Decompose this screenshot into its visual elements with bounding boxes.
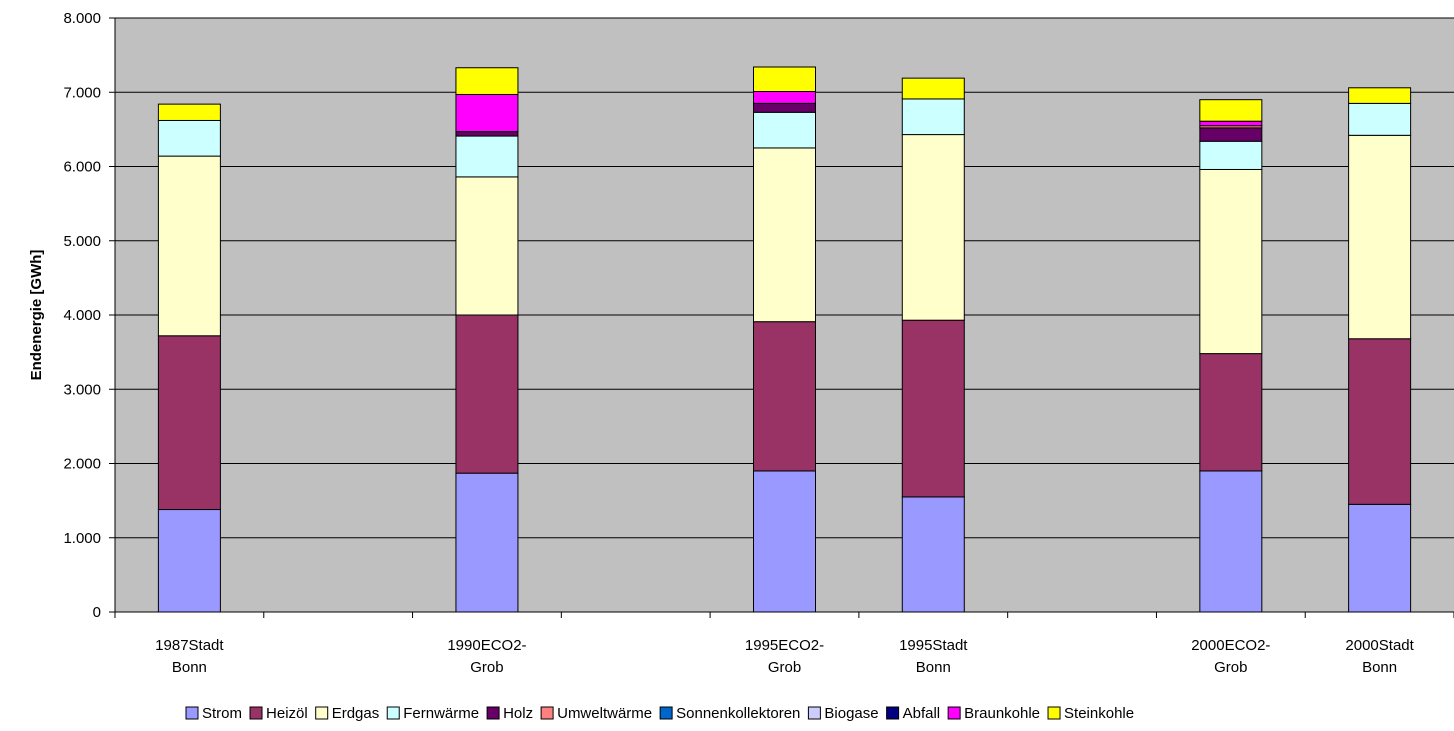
bar-segment	[753, 147, 816, 323]
legend-label: Abfall	[903, 705, 941, 722]
bar-segment	[753, 66, 816, 93]
y-tick-label: 2.000	[63, 456, 101, 473]
bars	[157, 66, 1412, 613]
legend-swatch	[886, 706, 900, 720]
legend-swatch	[947, 706, 961, 720]
category-labels: 1987Stadt Bonn 1990ECO2- Grob 1995ECO2- Grob 1…	[155, 637, 1414, 676]
x-tick-label: 1987Stadt	[155, 637, 224, 654]
legend-swatch	[540, 706, 554, 720]
bar-segment	[901, 496, 965, 613]
bar-segment	[455, 314, 519, 474]
legend-swatch	[659, 706, 673, 720]
bar-segment	[455, 176, 519, 316]
bar-segment	[455, 67, 519, 95]
bar-segment	[1199, 470, 1263, 613]
legend-swatch	[185, 706, 199, 720]
bar-segment	[901, 134, 965, 321]
legend-swatch	[807, 706, 821, 720]
legend-label: Umweltwärme	[557, 705, 652, 722]
legend-swatch	[315, 706, 329, 720]
bar-segment	[1199, 353, 1263, 472]
bar-segment	[157, 119, 221, 157]
y-tick-label: 3.000	[63, 381, 101, 398]
bar-segment	[753, 111, 816, 149]
bar-segment	[1199, 127, 1263, 142]
x-tick-label: 1995Stadt	[899, 637, 968, 654]
bar-segment	[157, 335, 221, 511]
legend-swatch	[249, 706, 263, 720]
x-tick-label: Bonn	[916, 659, 951, 676]
x-tick-label: 2000ECO2-	[1191, 637, 1270, 654]
bar-segment	[753, 470, 816, 613]
y-tick-label: 6.000	[63, 159, 101, 176]
y-tick-label: 1.000	[63, 530, 101, 547]
x-tick-label: Bonn	[1362, 659, 1397, 676]
bar-segment	[753, 91, 816, 104]
legend-swatch	[1047, 706, 1061, 720]
x-tick-label: 1995ECO2-	[745, 637, 824, 654]
legend-label: Erdgas	[332, 705, 380, 722]
bar-segment	[157, 509, 221, 613]
legend-label: Sonnenkollektoren	[676, 705, 800, 722]
bar-segment	[901, 98, 965, 136]
bar-segment	[1348, 102, 1412, 136]
legend-label: Fernwärme	[403, 705, 479, 722]
bar-segment	[1348, 338, 1412, 505]
bar-segment	[455, 131, 519, 137]
bar-segment	[753, 321, 816, 472]
legend-swatch	[486, 706, 500, 720]
axes	[109, 17, 1454, 618]
bar-segment	[1348, 134, 1412, 340]
y-tick-labels: 0 1.000 2.000 3.000 4.000 5.000 6.000 7.000 8.00…	[63, 10, 101, 621]
x-tick-label: 1990ECO2-	[447, 637, 526, 654]
y-axis-label: Endenergie [GWh]	[28, 250, 45, 381]
x-tick-label: Grob	[768, 659, 801, 676]
legend-label: Braunkohle	[964, 705, 1040, 722]
x-tick-label: Grob	[1214, 659, 1247, 676]
bar-segment	[1199, 140, 1263, 170]
bar-segment	[455, 135, 519, 178]
bar-segment	[901, 77, 965, 100]
bar-segment	[1199, 120, 1263, 127]
y-tick-label: 7.000	[63, 84, 101, 101]
bar-segment	[1199, 168, 1263, 355]
y-tick-label: 5.000	[63, 233, 101, 250]
bar-segment	[455, 472, 519, 613]
x-tick-label: Bonn	[172, 659, 207, 676]
bar-segment	[1348, 503, 1412, 613]
legend-label: Biogase	[824, 705, 878, 722]
x-tick-label: 2000Stadt	[1345, 637, 1414, 654]
legend-label: Heizöl	[266, 705, 308, 722]
legend-label: Strom	[202, 705, 242, 722]
y-tick-label: 4.000	[63, 307, 101, 324]
legend-label: Steinkohle	[1064, 705, 1134, 722]
legend: Strom Heizöl Erdgas Fernwärme Holz Umweltwärm…	[185, 705, 1134, 722]
legend-label: Holz	[503, 705, 533, 722]
y-tick-label: 8.000	[63, 10, 101, 27]
bar-segment	[901, 319, 965, 498]
x-tick-label: Grob	[470, 659, 503, 676]
bar-segment	[753, 102, 816, 113]
bar-segment	[455, 93, 519, 133]
bar-segment	[1199, 99, 1263, 122]
bar-segment	[1348, 87, 1412, 104]
y-tick-label: 0	[93, 604, 101, 621]
bar-segment	[157, 155, 221, 337]
legend-swatch	[386, 706, 400, 720]
bar-segment	[157, 103, 221, 121]
